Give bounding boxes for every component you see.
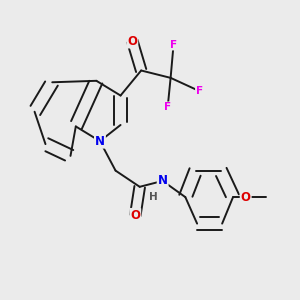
Text: H: H [149, 192, 158, 202]
Text: F: F [170, 40, 177, 50]
Text: O: O [130, 209, 140, 222]
Text: F: F [164, 102, 171, 112]
Text: F: F [196, 86, 203, 96]
Text: O: O [241, 190, 251, 204]
Text: O: O [127, 34, 137, 48]
Text: N: N [158, 174, 168, 188]
Text: N: N [95, 135, 105, 148]
